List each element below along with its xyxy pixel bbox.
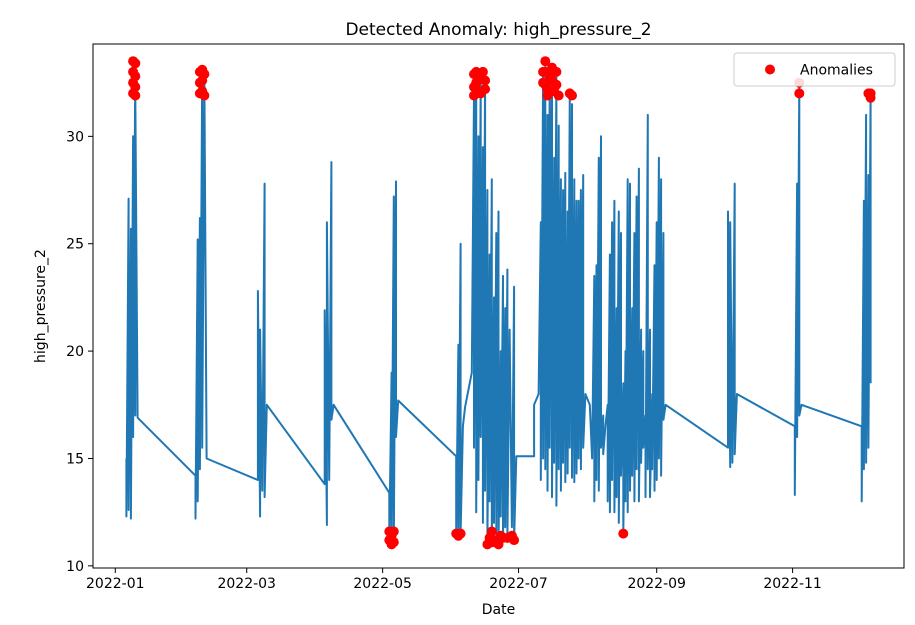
plot-frame [92, 43, 905, 569]
anomaly-point [455, 528, 466, 539]
y-tick-label: 30 [66, 129, 84, 145]
y-tick-label: 15 [66, 451, 84, 467]
x-tick-label: 2022-07 [489, 576, 548, 592]
series-line [125, 60, 872, 546]
x-tick-label: 2022-03 [217, 576, 276, 592]
x-tick-label: 2022-05 [353, 576, 412, 592]
x-tick-label: 2022-01 [86, 576, 145, 592]
x-tick-label: 2022-11 [763, 576, 822, 592]
anomaly-point [551, 66, 562, 77]
anomaly-point [388, 537, 399, 548]
anomaly-point [567, 90, 577, 101]
anomaly-point [477, 66, 488, 77]
anomaly-point [130, 71, 141, 82]
x-axis-label: Date [482, 602, 515, 618]
y-tick-label: 25 [66, 237, 84, 253]
anomaly-point [540, 56, 551, 67]
plot-area [125, 56, 876, 550]
anomaly-point [130, 90, 141, 101]
anomaly-point [130, 82, 141, 92]
anomaly-point [618, 528, 629, 539]
anomaly-point [388, 526, 399, 537]
legend-box [733, 52, 896, 87]
anomaly-point [509, 535, 520, 546]
anomaly-point [480, 84, 491, 95]
y-axis: 10 15 20 25 30 [66, 129, 93, 575]
legend: Anomalies [733, 52, 896, 87]
x-axis: 2022-01 2022-03 2022-05 2022-07 2022-09 2022-… [86, 568, 822, 592]
chart-title: Detected Anomaly: high_pressure_2 [345, 20, 651, 40]
anomaly-point [199, 90, 210, 101]
x-tick-label: 2022-09 [627, 576, 686, 592]
anomaly-point [130, 58, 141, 69]
anomaly-point [794, 88, 805, 99]
anomaly-point [865, 88, 876, 99]
legend-marker [765, 64, 775, 75]
anomaly-point [199, 69, 210, 80]
anomaly-point [480, 75, 491, 86]
legend-label: Anomalies [800, 63, 873, 79]
anomaly-point [551, 79, 562, 90]
anomaly-point [486, 526, 497, 537]
y-tick-label: 20 [66, 344, 84, 360]
y-axis-label: high_pressure_2 [33, 249, 49, 363]
anomaly-point [553, 90, 564, 101]
y-tick-label: 10 [66, 559, 84, 575]
